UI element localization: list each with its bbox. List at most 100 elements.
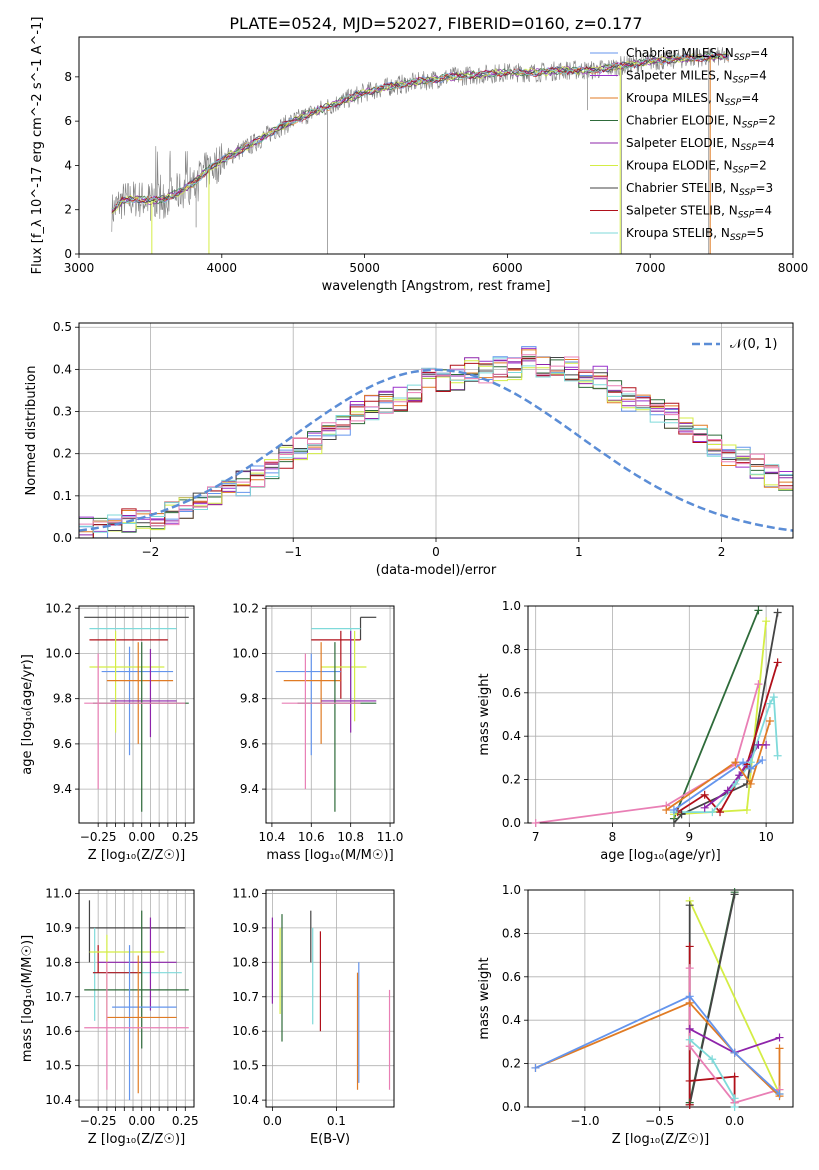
x-tick-label: 9 — [685, 830, 693, 844]
y-tick-label: 0.0 — [53, 531, 72, 545]
y-tick-label: 10.9 — [45, 921, 72, 935]
legend-label-tail: =2 — [758, 114, 776, 128]
mass-vs-ebv-panel: 0.0 0.1 10.4 10.5 10.6 10.7 10.8 10.9 11.0 E(B-V) — [232, 886, 395, 1147]
y-tick-label: 10.2 — [232, 601, 259, 615]
weight-marker — [662, 805, 671, 814]
weight-marker — [685, 942, 694, 951]
weight-marker — [754, 680, 763, 689]
y-tick-label: 0.0 — [502, 816, 521, 830]
legend-label: Kroupa ELODIE, NSSP=2 — [626, 159, 767, 176]
y-tick-label: 10.0 — [45, 646, 72, 660]
y-tick-label: 9.4 — [53, 782, 72, 796]
x-tick-label: 6000 — [492, 261, 523, 275]
x-axis-label: wavelength [Angstrom, rest frame] — [322, 279, 551, 294]
weight-marker — [775, 1089, 784, 1098]
x-tick-label: 0.00 — [128, 1114, 155, 1128]
axes-frame — [265, 889, 395, 1108]
weight-marker — [731, 758, 740, 767]
y-tick-label: 0.6 — [502, 970, 521, 984]
y-tick-label: 0.1 — [53, 489, 72, 503]
y-tick-label: 0.4 — [502, 729, 521, 743]
axes-frame — [78, 36, 794, 255]
y-tick-label: 10.0 — [232, 646, 259, 660]
x-tick-label: 0.0 — [263, 1114, 282, 1128]
legend-label: Chabrier ELODIE, NSSP=2 — [626, 114, 776, 131]
x-tick-label: −0.25 — [80, 1114, 117, 1128]
weight-marker — [531, 1063, 540, 1072]
y-tick-label: 10.5 — [232, 1059, 259, 1073]
legend-label: Kroupa STELIB, NSSP=5 — [626, 226, 764, 243]
x-axis-label: (data-model)/error — [376, 563, 497, 578]
legend-label-sub: SSP — [730, 233, 747, 243]
y-tick-label: 0.3 — [53, 405, 72, 419]
legend-label-sub: SSP — [739, 188, 756, 198]
plot-area — [79, 890, 194, 1107]
weight-line — [665, 720, 771, 811]
x-tick-label: −0.5 — [645, 1114, 674, 1128]
legend-label-sub: SSP — [733, 166, 750, 176]
legend-label: 𝒩(0, 1) — [730, 337, 777, 352]
weight-line — [535, 683, 760, 823]
x-tick-label: −1 — [284, 545, 302, 559]
x-tick-label: 10.6 — [298, 830, 325, 844]
plot-area — [266, 890, 394, 1107]
weight-line — [688, 968, 780, 1104]
x-tick-label: 11.0 — [377, 830, 404, 844]
legend-label-sub: SSP — [725, 98, 742, 108]
weight-marker — [773, 658, 782, 667]
weight-marker — [746, 779, 755, 788]
model-line-salpeter-stelib — [111, 53, 729, 213]
legend-label-sub: SSP — [740, 143, 757, 153]
y-tick-label: 0.5 — [53, 320, 72, 334]
weight-marker — [730, 1103, 739, 1111]
legend-label-tail: =5 — [746, 226, 764, 240]
x-axis-label: mass [log₁₀(M/M☉)] — [266, 848, 393, 863]
legend-label-sub: SSP — [733, 76, 750, 86]
x-axis-label: Z [log₁₀(Z/Z☉)] — [88, 848, 185, 863]
weight-marker — [730, 1048, 739, 1057]
weight-marker — [669, 819, 678, 827]
x-tick-label: 4000 — [207, 261, 238, 275]
y-tick-label: 11.0 — [45, 886, 72, 900]
legend-label: Salpeter ELODIE, NSSP=4 — [626, 136, 775, 153]
y-tick-label: 0.2 — [502, 1057, 521, 1071]
weight-marker — [762, 740, 771, 749]
normal-curve — [79, 368, 793, 532]
y-tick-label: 10.7 — [45, 990, 72, 1004]
legend-label-text: Chabrier STELIB, N — [626, 181, 739, 195]
y-axis-label: mass weight — [477, 673, 492, 755]
weight-marker — [716, 808, 725, 817]
plot-area — [528, 606, 793, 823]
weight-marker — [730, 1072, 739, 1081]
weight-marker — [762, 617, 771, 626]
x-tick-label: −2 — [142, 545, 160, 559]
weight-marker — [723, 786, 732, 795]
x-tick-label: 1 — [575, 545, 583, 559]
x-tick-label: 10.4 — [259, 830, 286, 844]
y-tick-label: 0.0 — [502, 1100, 521, 1114]
weight-marker — [769, 693, 778, 702]
weight-marker — [739, 758, 748, 767]
weight-marker — [730, 890, 739, 899]
y-axis-label: Flux [f_λ 10^-17 erg cm^-2 s^-1 A^-1] — [30, 17, 45, 275]
y-tick-label: 10.8 — [45, 955, 72, 969]
legend-label-tail: =4 — [754, 204, 772, 218]
x-tick-label: −0.25 — [80, 830, 117, 844]
weight-line — [673, 609, 760, 820]
weight-marker — [685, 1024, 694, 1033]
x-tick-label: 2 — [718, 545, 726, 559]
weight-marker — [685, 1076, 694, 1085]
weight-line — [535, 995, 781, 1095]
legend-label: Kroupa MILES, NSSP=4 — [626, 91, 759, 108]
y-tick-label: 1.0 — [502, 599, 521, 613]
weight-marker — [746, 764, 755, 773]
y-tick-label: 10.9 — [232, 921, 259, 935]
y-tick-label: 0.8 — [502, 642, 521, 656]
y-tick-label: 10.4 — [45, 1093, 72, 1107]
y-tick-label: 9.4 — [240, 782, 259, 796]
legend-label-tail: =4 — [757, 136, 775, 150]
x-tick-label: 7 — [532, 830, 540, 844]
x-tick-label: 0.0 — [725, 1114, 744, 1128]
x-tick-label: 10.8 — [337, 830, 364, 844]
y-tick-label: 9.6 — [53, 737, 72, 751]
